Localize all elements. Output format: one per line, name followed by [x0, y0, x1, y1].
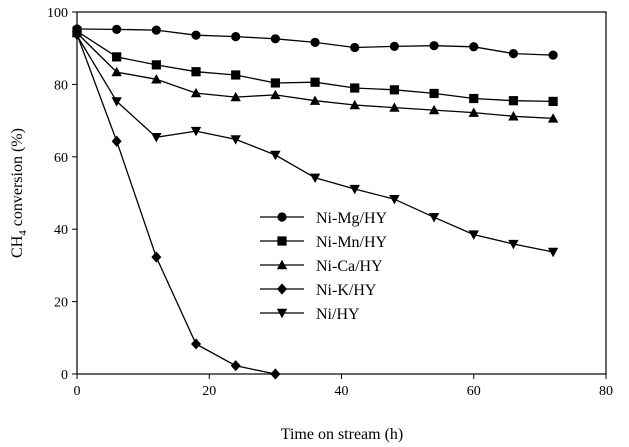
- data-point: [310, 77, 320, 87]
- y-tick-label: 80: [54, 78, 68, 93]
- legend-item: Ni-Mg/HY: [260, 210, 388, 227]
- x-tick-label: 60: [467, 384, 481, 399]
- data-point: [309, 173, 321, 183]
- data-point: [230, 360, 241, 372]
- data-point: [71, 31, 83, 41]
- data-point: [230, 91, 241, 102]
- legend-item: Ni/HY: [260, 306, 360, 323]
- legend-marker: [276, 308, 288, 319]
- x-axis-title: Time on stream (h): [281, 426, 404, 443]
- data-point: [270, 78, 280, 88]
- series-line: [76, 34, 276, 375]
- series-ni-hy: [71, 31, 559, 258]
- data-point: [270, 89, 281, 100]
- data-point: [151, 133, 162, 143]
- data-point: [270, 34, 280, 44]
- data-point: [468, 230, 479, 240]
- data-point: [548, 96, 558, 107]
- data-point: [350, 42, 360, 53]
- data-point: [151, 251, 162, 263]
- y-tick-label: 60: [54, 151, 68, 166]
- legend-label: Ni-K/HY: [316, 282, 377, 299]
- legend: Ni-Mg/HY Ni-Mn/HY Ni-Ca/HY Ni-K/HY Ni/HY: [260, 210, 388, 323]
- data-point: [468, 107, 479, 117]
- data-point: [508, 239, 519, 250]
- data-point: [190, 126, 202, 137]
- y-axis-title: CH4 conversion (%): [9, 128, 29, 258]
- data-point: [230, 135, 241, 145]
- data-series: [71, 24, 559, 380]
- data-point: [508, 111, 519, 121]
- data-point: [191, 338, 202, 350]
- y-tick-label: 20: [54, 296, 68, 311]
- series-ni-k-hy: [72, 28, 281, 380]
- x-tick-label: 20: [202, 384, 216, 399]
- data-point: [469, 42, 479, 52]
- legend-marker: [276, 259, 288, 270]
- data-point: [231, 70, 241, 80]
- legend-marker: [277, 212, 287, 222]
- data-point: [151, 25, 161, 35]
- data-point: [112, 24, 122, 34]
- data-point: [309, 95, 321, 105]
- data-point: [508, 49, 519, 59]
- data-point: [111, 135, 122, 147]
- y-tick-label: 0: [61, 368, 68, 383]
- data-point: [270, 150, 281, 161]
- data-point: [231, 32, 241, 42]
- legend-item: Ni-Mn/HY: [260, 234, 388, 251]
- data-point: [547, 113, 559, 123]
- data-point: [389, 194, 400, 205]
- legend-label: Ni/HY: [316, 306, 360, 323]
- data-point: [270, 368, 281, 380]
- x-tick-label: 40: [335, 384, 349, 399]
- legend-label: Ni-Mn/HY: [316, 234, 388, 251]
- data-point: [389, 102, 400, 112]
- y-tick-label: 40: [54, 223, 68, 238]
- data-point: [349, 99, 360, 110]
- data-point: [112, 52, 122, 62]
- legend-item: Ni-K/HY: [260, 282, 377, 299]
- data-point: [508, 96, 519, 106]
- data-point: [350, 83, 360, 93]
- data-point: [428, 104, 440, 115]
- data-point: [389, 85, 399, 95]
- data-point: [429, 88, 439, 99]
- data-point: [389, 41, 399, 51]
- y-axis-title-main: CH: [9, 235, 26, 258]
- data-point: [190, 87, 202, 98]
- series-ni-mg-hy: [72, 24, 558, 60]
- data-point: [310, 37, 320, 48]
- legend-marker: [277, 236, 287, 246]
- x-tick-label: 80: [599, 384, 613, 399]
- y-axis-title-rest: conversion (%): [9, 128, 26, 230]
- legend-label: Ni-Ca/HY: [316, 258, 383, 275]
- data-point: [428, 213, 440, 223]
- legend-marker: [277, 283, 287, 295]
- data-point: [111, 97, 122, 107]
- data-point: [111, 66, 122, 77]
- data-point: [469, 93, 479, 104]
- y-tick-label: 100: [47, 6, 68, 21]
- axis-ticks: 0 20 40 60 80 0 20 40 60 80 100: [47, 6, 613, 399]
- data-point: [349, 184, 360, 195]
- data-point: [191, 30, 201, 40]
- legend-label: Ni-Mg/HY: [316, 210, 388, 227]
- data-point: [429, 41, 439, 51]
- data-point: [547, 247, 559, 258]
- legend-item: Ni-Ca/HY: [260, 258, 383, 275]
- data-point: [151, 60, 161, 70]
- data-point: [151, 74, 162, 84]
- data-point: [548, 50, 558, 60]
- data-point: [191, 67, 201, 77]
- y-axis-title-subscript: 4: [17, 230, 29, 236]
- x-tick-label: 0: [74, 384, 81, 399]
